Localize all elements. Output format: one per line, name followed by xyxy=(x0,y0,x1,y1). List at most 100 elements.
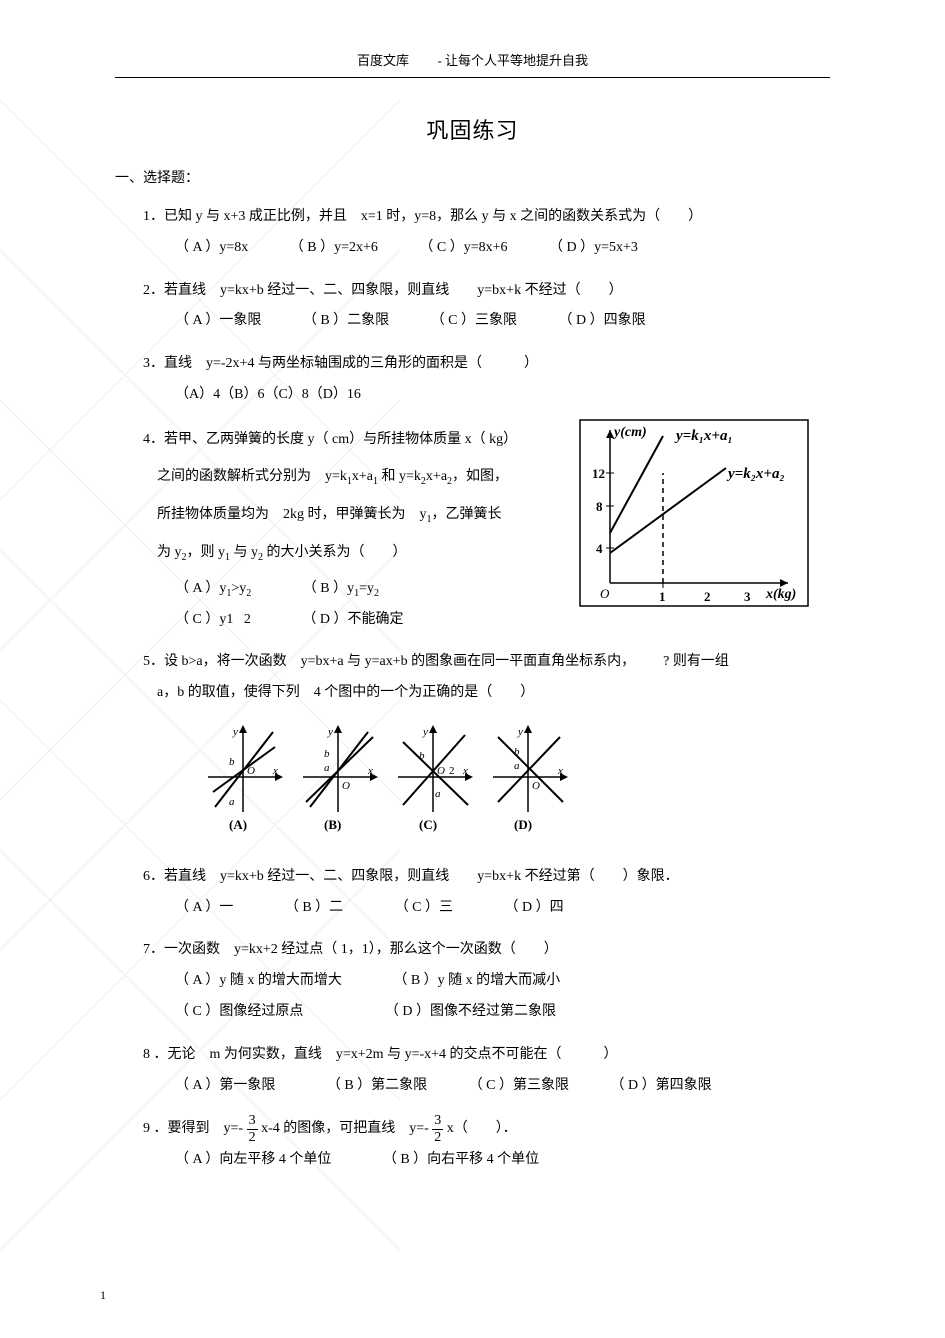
q2-option-d: （ D ）四象限 xyxy=(559,306,646,337)
svg-text:b: b xyxy=(419,750,425,762)
q1-option-a: （ A ）y=8x xyxy=(175,233,248,264)
q9-fraction-2: 32 xyxy=(432,1113,443,1145)
question-6: 6．若直线 y=kx+b 经过一、二、四象限，则直线 y=bx+k 不经过第（ … xyxy=(115,862,830,924)
svg-text:x: x xyxy=(272,765,278,777)
q1-number: 1 xyxy=(143,209,150,224)
question-2: 2．若直线 y=kx+b 经过一、二、四象限，则直线 y=bx+k 不经过（ ）… xyxy=(115,276,830,338)
q8-text: ．无论 m 为何实数，直线 y=x+2m 与 y=-x+4 的交点不可能在（ ） xyxy=(154,1047,618,1062)
q1-option-c: （ C ）y=8x+6 xyxy=(419,233,507,264)
q4-option-b: （ B ）y1=y2 xyxy=(303,574,379,605)
q2-number: 2 xyxy=(143,283,150,298)
svg-text:x: x xyxy=(367,765,373,777)
q8-option-c: （ C ）第三象限 xyxy=(469,1071,569,1102)
q4-line1-label: y=k₁x+a₁ xyxy=(674,428,733,444)
q3-options: （A）4（B）6（C）8（D）16 xyxy=(175,380,361,411)
q7-option-d: （ D ）图像不经过第二象限 xyxy=(385,997,556,1028)
q2-option-a: （ A ）一象限 xyxy=(175,306,261,337)
q4-ylabel: y(cm) xyxy=(612,425,647,440)
q9-fraction-1: 32 xyxy=(247,1113,258,1145)
svg-text:y: y xyxy=(422,726,428,738)
svg-text:b: b xyxy=(324,748,330,760)
q4-option-c: （ C ）y1 2 xyxy=(175,605,251,636)
svg-text:a: a xyxy=(324,762,330,774)
svg-text:x: x xyxy=(462,765,468,777)
svg-text:y: y xyxy=(232,726,238,738)
question-4: 12 8 4 1 2 3 O y(cm) x(kg) y=k₁x+a₁ y=k₂… xyxy=(115,423,830,636)
svg-text:b: b xyxy=(514,746,520,758)
svg-text:O: O xyxy=(342,780,350,792)
q6-option-a: （ A ）一 xyxy=(175,893,233,924)
q4-number: 4 xyxy=(143,432,150,447)
page-number: 1 xyxy=(100,1288,106,1303)
question-7: 7．一次函数 y=kx+2 经过点（ 1，1），那么这个一次函数（ ） （ A … xyxy=(115,935,830,1027)
svg-text:a: a xyxy=(514,760,520,772)
svg-text:x: x xyxy=(557,765,563,777)
question-3: 3．直线 y=-2x+4 与两坐标轴围成的三角形的面积是（ ） （A）4（B）6… xyxy=(115,349,830,411)
q6-number: 6 xyxy=(143,869,150,884)
q4-ytick-8: 8 xyxy=(596,499,603,514)
q1-option-d: （ D ）y=5x+3 xyxy=(549,233,638,264)
q4-line3-a: 所挂物体质量均为 2kg 时，甲弹簧长为 y xyxy=(157,507,427,522)
q7-option-c: （ C ）图像经过原点 xyxy=(175,997,303,1028)
svg-text:a: a xyxy=(435,788,441,800)
q7-number: 7 xyxy=(143,942,150,957)
q8-number: 8 xyxy=(143,1047,150,1062)
q5-line2: a，b 的取值，使得下列 4 个图中的一个为正确的是（ ） xyxy=(157,685,534,700)
q4-line1: ．若甲、乙两弹簧的长度 y（ cm）与所挂物体质量 x（ kg） xyxy=(150,432,517,447)
svg-text:O: O xyxy=(247,765,255,777)
q4-ytick-4: 4 xyxy=(596,541,603,556)
q9-text-a: ．要得到 y=- xyxy=(154,1121,244,1136)
header-source: 百度文库 xyxy=(357,53,409,68)
question-1: 1．已知 y 与 x+3 成正比例，并且 x=1 时，y=8，那么 y 与 x … xyxy=(115,202,830,264)
svg-text:(D): (D) xyxy=(514,817,532,832)
q6-text: ．若直线 y=kx+b 经过一、二、四象限，则直线 y=bx+k 不经过第（ ）… xyxy=(150,869,679,884)
q4-graph: 12 8 4 1 2 3 O y(cm) x(kg) y=k₁x+a₁ y=k₂… xyxy=(578,418,810,621)
q3-number: 3 xyxy=(143,356,150,371)
q4-line2-a: 之间的函数解析式分别为 y=k xyxy=(157,469,347,484)
svg-text:b: b xyxy=(229,756,235,768)
q3-text: ．直线 y=-2x+4 与两坐标轴围成的三角形的面积是（ ） xyxy=(150,356,538,371)
q6-option-d: （ D ）四 xyxy=(505,893,564,924)
section-title: 一、选择题： xyxy=(115,167,830,187)
q7-option-a: （ A ）y 随 x 的增大而增大 xyxy=(175,966,342,997)
q5-number: 5 xyxy=(143,654,150,669)
svg-text:O: O xyxy=(437,765,445,777)
q4-option-a: （ A ）y1>y2 xyxy=(175,574,251,605)
q4-line2-label: y=k₂x+a₂ xyxy=(726,466,785,482)
q6-option-b: （ B ）二 xyxy=(285,893,343,924)
q5-figures: b O x a y (A) b a O x y (B) xyxy=(143,717,830,850)
q4-option-d: （ D ）不能确定 xyxy=(302,605,403,636)
question-9: 9 ．要得到 y=- 32 x-4 的图像，可把直线 y=- 32 x（ ）． … xyxy=(115,1113,830,1176)
main-title: 巩固练习 xyxy=(115,113,830,145)
svg-text:(B): (B) xyxy=(324,817,341,832)
q4-xtick-1: 1 xyxy=(659,589,666,604)
svg-text:a: a xyxy=(229,796,235,808)
q4-origin: O xyxy=(600,586,610,601)
svg-text:y: y xyxy=(517,726,523,738)
q2-text: ．若直线 y=kx+b 经过一、二、四象限，则直线 y=bx+k 不经过（ ） xyxy=(150,283,623,298)
q1-option-b: （ B ）y=2x+6 xyxy=(290,233,378,264)
question-8: 8 ．无论 m 为何实数，直线 y=x+2m 与 y=-x+4 的交点不可能在（… xyxy=(115,1040,830,1102)
q6-option-c: （ C ）三 xyxy=(395,893,453,924)
q9-text-c: x（ ）． xyxy=(447,1121,517,1136)
q8-option-b: （ B ）第二象限 xyxy=(327,1071,427,1102)
q2-option-c: （ C ）三象限 xyxy=(431,306,517,337)
header-slogan: - 让每个人平等地提升自我 xyxy=(437,53,588,68)
q9-option-b: （ B ）向右平移 4 个单位 xyxy=(383,1145,539,1176)
svg-text:y: y xyxy=(327,726,333,738)
svg-text:(C): (C) xyxy=(419,817,437,832)
question-5: 5．设 b>a，将一次函数 y=bx+a 与 y=ax+b 的图象画在同一平面直… xyxy=(115,647,830,849)
q7-text: ．一次函数 y=kx+2 经过点（ 1，1），那么这个一次函数（ ） xyxy=(150,942,558,957)
q5-line1: ．设 b>a，将一次函数 y=bx+a 与 y=ax+b 的图象画在同一平面直角… xyxy=(150,654,729,669)
q9-text-b: x-4 的图像，可把直线 y=- xyxy=(261,1121,429,1136)
q9-option-a: （ A ）向左平移 4 个单位 xyxy=(175,1145,331,1176)
q8-option-a: （ A ）第一象限 xyxy=(175,1071,275,1102)
q2-option-b: （ B ）二象限 xyxy=(303,306,389,337)
page-header: 百度文库 - 让每个人平等地提升自我 xyxy=(115,50,830,78)
svg-text:O: O xyxy=(532,780,540,792)
q8-option-d: （ D ）第四象限 xyxy=(611,1071,712,1102)
svg-text:(A): (A) xyxy=(229,817,247,832)
q9-number: 9 xyxy=(143,1121,150,1136)
q4-xtick-2: 2 xyxy=(704,589,711,604)
q7-option-b: （ B ）y 随 x 的增大而减小 xyxy=(393,966,560,997)
